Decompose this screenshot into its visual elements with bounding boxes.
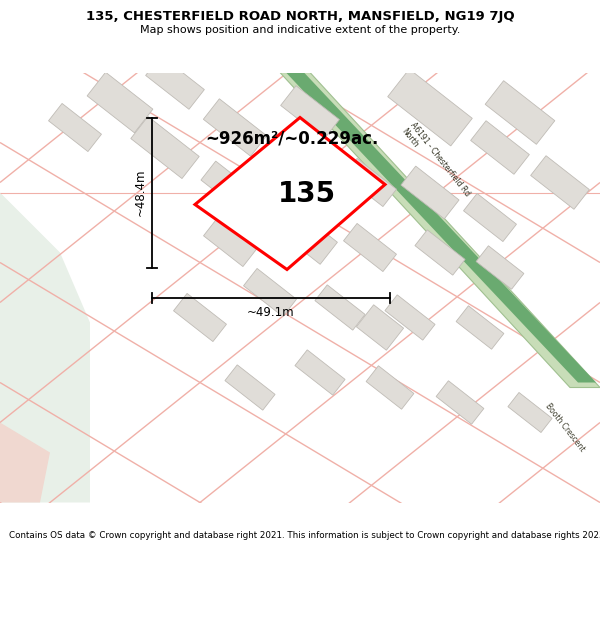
Polygon shape	[237, 185, 283, 230]
Polygon shape	[203, 99, 266, 156]
Text: ~926m²/~0.229ac.: ~926m²/~0.229ac.	[205, 129, 379, 148]
Polygon shape	[344, 224, 397, 271]
Text: 135, CHESTERFIELD ROAD NORTH, MANSFIELD, NG19 7JQ: 135, CHESTERFIELD ROAD NORTH, MANSFIELD,…	[86, 10, 514, 23]
Polygon shape	[436, 381, 484, 424]
Text: A6191 - Chesterfield Rd
North: A6191 - Chesterfield Rd North	[400, 121, 472, 204]
Polygon shape	[293, 221, 337, 264]
Polygon shape	[0, 192, 90, 503]
Polygon shape	[508, 392, 552, 432]
Polygon shape	[385, 295, 435, 340]
Polygon shape	[225, 365, 275, 410]
Text: Contains OS data © Crown copyright and database right 2021. This information is : Contains OS data © Crown copyright and d…	[9, 531, 600, 540]
Polygon shape	[388, 69, 472, 146]
Polygon shape	[456, 306, 504, 349]
Polygon shape	[146, 56, 205, 109]
Polygon shape	[530, 156, 589, 209]
Text: Map shows position and indicative extent of the property.: Map shows position and indicative extent…	[140, 25, 460, 35]
Polygon shape	[344, 159, 397, 206]
Polygon shape	[464, 194, 517, 241]
Text: ~49.1m: ~49.1m	[247, 306, 295, 319]
Polygon shape	[295, 350, 345, 395]
Polygon shape	[275, 205, 325, 250]
Polygon shape	[203, 219, 256, 266]
Polygon shape	[87, 72, 153, 132]
Polygon shape	[131, 116, 199, 179]
Polygon shape	[173, 294, 226, 341]
Text: 135: 135	[278, 180, 336, 208]
Polygon shape	[485, 81, 555, 144]
Polygon shape	[476, 246, 524, 289]
Text: Booth Crescent: Booth Crescent	[544, 402, 587, 453]
Polygon shape	[356, 305, 404, 350]
Polygon shape	[280, 72, 600, 388]
Polygon shape	[286, 72, 596, 382]
Polygon shape	[401, 166, 459, 219]
Polygon shape	[470, 121, 529, 174]
Polygon shape	[195, 118, 385, 269]
Polygon shape	[415, 230, 465, 275]
Polygon shape	[0, 422, 50, 502]
Polygon shape	[366, 366, 414, 409]
Polygon shape	[244, 269, 296, 316]
Text: ~48.4m: ~48.4m	[134, 169, 147, 216]
Polygon shape	[315, 285, 365, 330]
Polygon shape	[49, 104, 101, 151]
Polygon shape	[281, 86, 340, 139]
Polygon shape	[201, 161, 259, 214]
Polygon shape	[266, 136, 324, 189]
